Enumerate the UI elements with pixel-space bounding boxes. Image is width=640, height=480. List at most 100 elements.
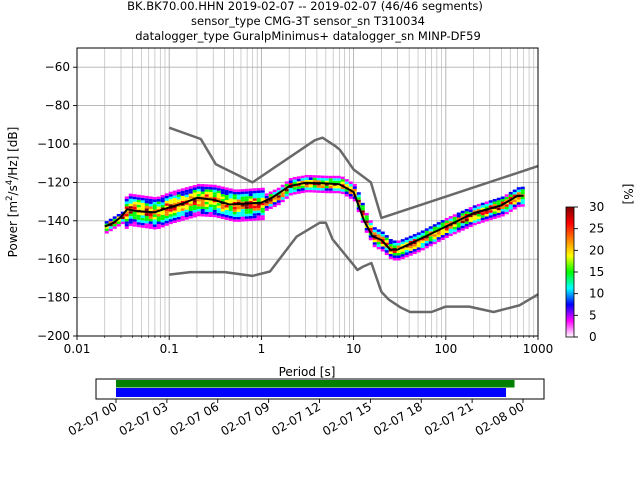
density-cell [196,198,201,202]
colorbar-tick-label: 20 [589,243,604,257]
density-cell [464,216,469,219]
density-cell [448,231,453,234]
density-cell [136,224,141,228]
density-cell [440,232,445,236]
density-cell [316,190,321,193]
psd-noise-curves [104,126,539,314]
density-cell [516,189,521,193]
density-cell [432,234,437,237]
density-cell [288,183,293,186]
density-cell [480,207,485,211]
density-cell [148,223,153,227]
density-cell [160,209,165,213]
density-cell [280,194,285,198]
density-cell [444,227,449,231]
density-cell [196,211,201,214]
density-cell [392,240,397,243]
density-cell [144,208,149,211]
density-cell [292,179,297,183]
density-cell [304,189,309,193]
density-cell [136,214,141,218]
density-cell [376,229,381,232]
density-cell [132,224,137,227]
density-cell [180,213,185,216]
density-cell [148,206,153,209]
density-cell [468,209,473,213]
x-tick-label: 0.1 [160,342,179,356]
density-cell [108,221,113,224]
density-cell [280,187,285,190]
density-cell [284,193,289,197]
density-cell [272,199,277,203]
density-cell [188,203,193,207]
density-cell [228,218,233,221]
density-cell [488,200,493,203]
density-cell [300,180,305,184]
density-cell [216,203,221,206]
density-cell [216,213,221,216]
density-cell [472,222,477,226]
availability-bar [116,380,515,388]
density-cell [412,236,417,240]
density-cell [200,186,205,190]
density-cell [204,191,209,195]
density-cell [324,190,329,194]
density-cell [352,198,357,202]
density-cell [228,193,233,196]
density-cell [216,198,221,201]
density-cell [360,210,365,213]
density-cell [136,194,141,198]
density-cell [260,202,265,206]
density-cell [308,184,313,188]
density-cell [476,216,481,219]
density-cell [456,224,461,228]
density-cell [124,211,129,214]
density-cell [292,177,297,180]
density-cell [492,216,497,219]
density-cell [248,208,253,212]
density-cell [488,205,493,208]
density-cell [112,218,117,222]
density-cell [152,219,157,222]
density-cell [208,204,213,208]
density-cell [304,174,309,178]
density-cell [284,181,289,184]
density-cell [164,193,169,196]
density-cell [364,217,369,221]
density-cell [308,189,313,193]
density-cell [196,188,201,192]
density-cell [480,215,485,218]
density-cell [124,218,129,222]
density-cell [224,199,229,203]
density-cell [252,205,257,209]
density-cell [256,202,261,206]
title-line-3: datalogger_type GuralpMinimus+ datalogge… [135,29,481,43]
density-cell [208,194,213,198]
density-cell [360,207,365,211]
density-cell [124,216,129,219]
density-cell [496,210,501,213]
density-cell [192,204,197,208]
density-cell [128,223,133,227]
density-cell [208,184,213,188]
density-cell [132,216,137,220]
density-cell [460,228,465,231]
density-cell [276,200,281,203]
density-cell [228,195,233,199]
density-cell [288,180,293,184]
density-cell [268,198,273,202]
density-cell [356,197,361,200]
density-cell [204,194,209,197]
density-cell [448,228,453,232]
density-cell [352,188,357,192]
density-cell [256,190,261,193]
density-cell [372,234,377,238]
density-cell [460,223,465,226]
density-cell [112,226,117,229]
density-cell [172,195,177,199]
density-cell [284,196,289,199]
density-cell [476,213,481,217]
density-cell [260,187,265,191]
density-cell [204,204,209,207]
density-cell [148,221,153,224]
